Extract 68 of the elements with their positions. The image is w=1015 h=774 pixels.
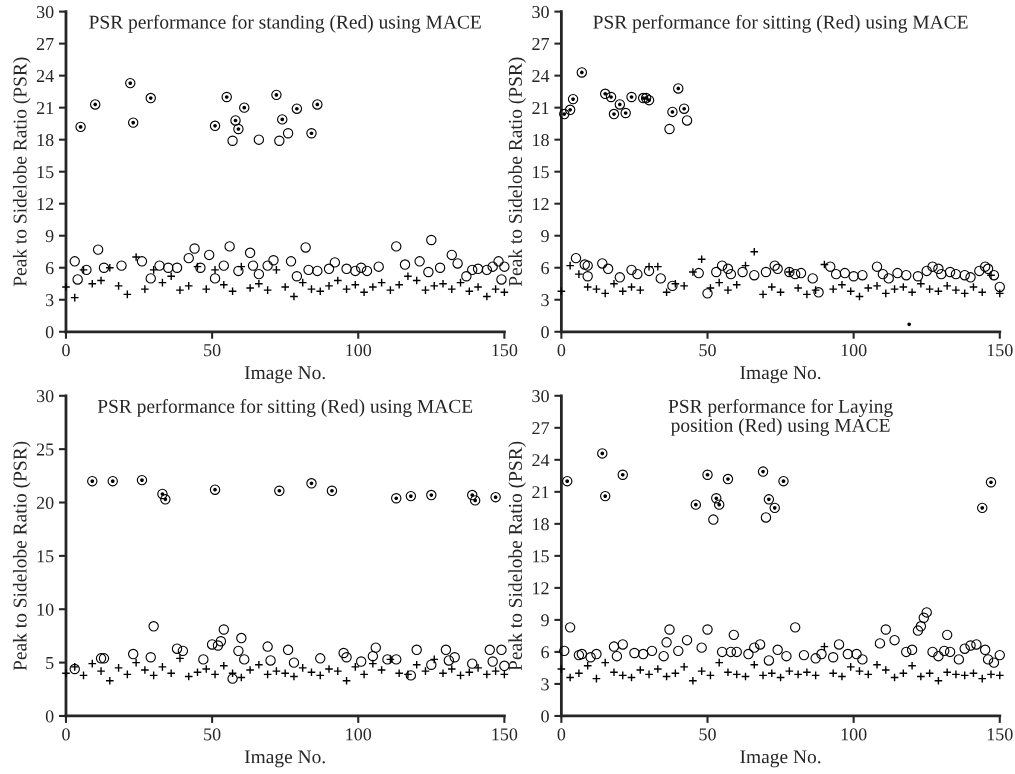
x-tick-label: 150	[492, 728, 518, 741]
y-tick-label: 18	[533, 518, 549, 531]
y-tick-label: 9	[541, 614, 549, 627]
x-tick-label: 0	[557, 344, 566, 357]
chart-title: PSR performance for sitting (Red) using MACE	[97, 399, 473, 417]
y-tick-label: 30	[532, 5, 549, 19]
y-tick-label: 6	[541, 262, 550, 275]
x-tick-label: 100	[346, 728, 372, 741]
y-tick-label: 3	[541, 678, 549, 691]
text: PSR performance for Laying position (Red) using MACE	[668, 399, 893, 436]
y-tick-label: 3	[541, 294, 549, 307]
y-tick-label: 24	[532, 454, 550, 467]
y-tick-label: 6	[45, 262, 54, 275]
chart-title: PSR performance for sitting (Red) using MACE	[593, 14, 968, 33]
x-tick-label: 100	[841, 728, 867, 741]
x-tick-label: 100	[346, 344, 372, 357]
y-tick-label: 25	[36, 443, 54, 456]
y-tick-label: 12	[37, 198, 54, 210]
y-tick-label: 9	[541, 230, 549, 243]
y-axis-title: Peak to Sidelobe Ratio (PSR)	[12, 57, 31, 287]
x-tick-label: 150	[492, 344, 518, 357]
y-tick-label: 30	[36, 390, 54, 403]
y-tick-label: 6	[541, 646, 550, 659]
y-tick-label: 27	[532, 422, 550, 435]
y-tick-label: 15	[37, 166, 54, 179]
y-tick-label: 21	[532, 101, 549, 114]
y-tick-label: 20	[36, 496, 54, 509]
y-tick-label: 12	[533, 198, 549, 210]
x-axis-title: Image No.	[740, 366, 821, 384]
y-tick-label: 15	[37, 550, 54, 563]
y-tick-label: 15	[533, 166, 549, 179]
y-tick-label: 30	[36, 5, 54, 19]
y-axis-title: Peak to Sidelobe Ratio (PSR)	[12, 441, 31, 671]
y-axis-title: Peak to Sidelobe Ratio (PSR)	[508, 57, 526, 287]
x-tick-label: 0	[62, 344, 70, 357]
y-tick-label: 27	[532, 37, 550, 50]
y-tick-label: 0	[45, 326, 54, 339]
x-tick-label: 0	[557, 728, 566, 741]
y-tick-label: 0	[45, 710, 54, 723]
y-tick-label: 15	[533, 550, 549, 563]
y-tick-label: 3	[46, 294, 54, 307]
x-axis-title: Image No.	[244, 366, 325, 384]
y-tick-label: 12	[533, 582, 549, 595]
x-tick-label: 50	[204, 344, 221, 357]
y-tick-label: 24	[532, 69, 550, 82]
y-tick-label: 21	[532, 486, 549, 499]
y-tick-label: 5	[46, 657, 54, 670]
y-tick-label: 0	[541, 710, 549, 723]
x-tick-label: 100	[841, 344, 867, 357]
y-tick-label: 18	[533, 133, 549, 147]
y-tick-label: 27	[36, 37, 54, 50]
x-tick-label: 150	[987, 728, 1013, 741]
y-axis-title: Peak to Sidelobe Ratio (PSR)	[508, 441, 526, 671]
y-tick-label: 24	[36, 69, 54, 82]
x-tick-label: 50	[699, 344, 716, 357]
x-tick-label: 0	[62, 728, 70, 741]
y-tick-label: 10	[37, 603, 54, 616]
y-tick-label: 9	[45, 230, 54, 243]
x-tick-label: 150	[987, 344, 1013, 357]
x-axis-title: Image No.	[740, 750, 821, 768]
y-tick-label: 30	[532, 390, 549, 403]
x-axis-title: Image No.	[244, 750, 325, 768]
y-tick-label: 21	[36, 101, 54, 114]
x-tick-label: 50	[699, 728, 716, 741]
chart-title: PSR performance for standing (Red) using MACE	[89, 14, 481, 33]
y-tick-label: 18	[37, 133, 54, 147]
x-tick-label: 50	[204, 728, 221, 741]
y-tick-label: 0	[541, 326, 549, 339]
